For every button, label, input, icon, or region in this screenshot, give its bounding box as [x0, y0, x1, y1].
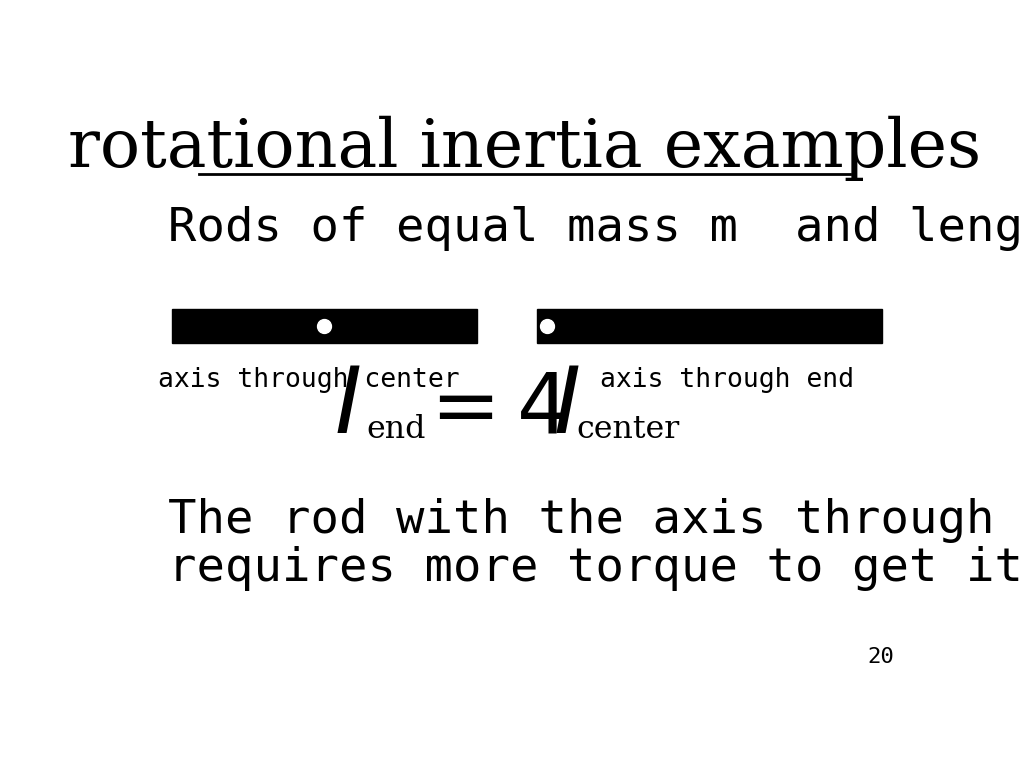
Bar: [537, 310, 882, 343]
Text: The rod with the axis through the end: The rod with the axis through the end: [168, 498, 1024, 544]
Text: center: center: [577, 414, 680, 445]
Text: $I$: $I$: [334, 363, 360, 452]
Text: requires more torque to get it rotating.: requires more torque to get it rotating.: [168, 546, 1024, 591]
Text: end: end: [367, 414, 425, 445]
Text: $I$: $I$: [553, 363, 580, 452]
Bar: [172, 310, 477, 343]
Text: $= 4$: $= 4$: [414, 369, 566, 450]
Text: axis through end: axis through end: [600, 367, 854, 393]
Text: axis through center: axis through center: [159, 367, 460, 393]
Text: 20: 20: [867, 647, 894, 667]
Text: rotational inertia examples: rotational inertia examples: [69, 116, 981, 181]
Text: Rods of equal mass m  and length L: Rods of equal mass m and length L: [168, 206, 1024, 250]
